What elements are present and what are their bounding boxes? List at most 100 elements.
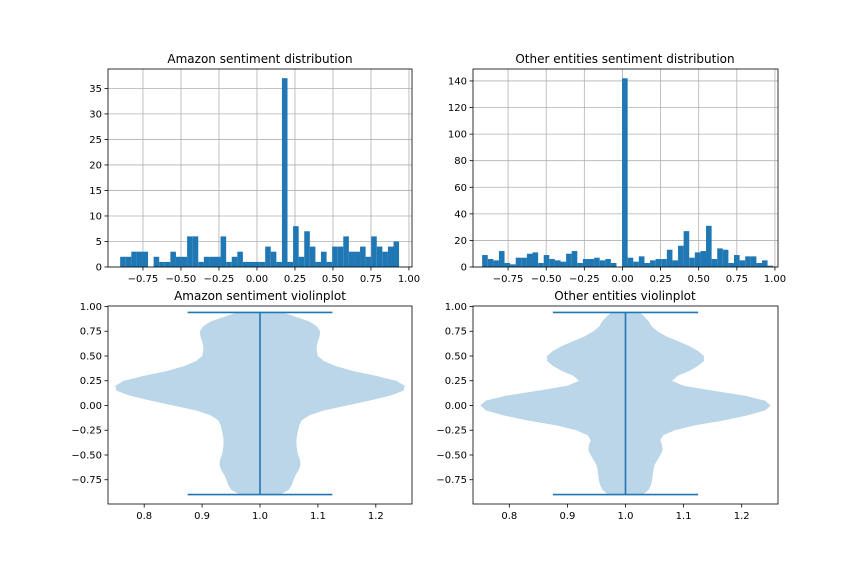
histogram-bar [159,261,165,267]
histogram-bar [214,256,221,267]
y-tick-label: 20 [454,236,467,247]
axes-frame [472,68,779,268]
histogram-bar [175,256,182,267]
y-tick-label: 0.50 [80,351,102,362]
histogram-bar [633,261,639,267]
histogram-bar [761,260,768,267]
histogram-bar [293,226,299,267]
histogram-bar [571,251,578,267]
y-tick-label: 120 [448,103,467,114]
y-tick-label: 15 [89,186,102,197]
histogram-bar [125,256,132,267]
histogram-bar [644,263,651,267]
y-tick-label: 1.00 [80,302,102,313]
y-tick-label: 100 [448,130,467,141]
histogram-bar [136,251,143,267]
histogram-bar [549,259,555,267]
histogram-bar [666,249,673,267]
histogram-bar [683,231,690,267]
x-tick-label: 0.9 [559,511,575,522]
histogram-bar [120,256,126,267]
x-tick-label: 0.25 [284,274,306,285]
x-tick-label: 0.50 [322,274,344,285]
histogram-bar [343,236,349,267]
histogram-bar [493,260,499,267]
y-tick-label: 5 [96,237,102,248]
y-tick-label: −0.50 [71,450,102,461]
histogram-bar [728,263,735,267]
y-tick-label: 0.00 [80,401,102,412]
histogram-bar [142,251,149,267]
histogram-bar [554,260,561,267]
histogram-bar [739,260,746,267]
y-tick-label: −0.25 [436,426,467,437]
amazon-histogram-panel: Amazon sentiment distribution −0.75 −0.50… [89,52,420,285]
histogram-bar [588,259,595,267]
histogram-bar [622,78,628,267]
chart-title: Other entities sentiment distribution [515,52,734,66]
histogram-bar [734,255,740,267]
histogram-bar [332,246,338,267]
y-tick-label: 40 [454,209,467,220]
other-entities-violin-panel: Other entities violinplot 0.8 0.9 1.0 1.1 1.… [436,289,779,522]
y-tick-label: 0.75 [445,327,467,338]
histogram-bar [661,259,667,267]
x-tick-label: 1.2 [368,511,384,522]
histogram-bar [538,263,544,267]
x-tick-label: 0.75 [360,274,382,285]
histogram-bar [711,259,718,267]
histogram-bar [170,251,176,267]
histogram-bar [270,251,277,267]
y-tick-label: 0.00 [445,401,467,412]
histogram-bar [756,263,762,267]
histogram-bar [337,246,344,267]
histogram-bar [543,255,550,267]
x-tick-label: 1.1 [310,511,326,522]
histogram-bar [706,225,712,267]
histogram-bar [605,259,611,267]
x-tick-label: −0.50 [166,274,197,285]
histogram-bar [226,261,232,267]
axes-frame [107,68,413,268]
y-tick-label: −0.75 [71,475,102,486]
x-tick-label: 0.75 [726,274,748,285]
histogram-bar [393,241,400,267]
histogram-bar [745,256,751,267]
histogram-bar [326,261,333,267]
x-tick-label: 0.9 [194,511,210,522]
histogram-bar [678,245,684,267]
histogram-bar [638,256,645,267]
histogram-bar [510,264,516,267]
y-tick-label: 30 [89,109,102,120]
histogram-bar [610,263,617,267]
chart-title: Amazon sentiment violinplot [174,289,346,303]
histogram-bar [650,260,656,267]
y-tick-label: −0.25 [71,426,102,437]
y-tick-label: 0 [96,263,102,274]
histogram-bar [532,252,539,267]
other-entities-histogram-panel: Other entities sentiment distribution −0… [448,52,786,285]
y-tick-label: −0.50 [436,450,467,461]
histogram-bar [265,246,271,267]
histogram-bar [382,251,388,267]
histogram-bar [131,251,137,267]
chart-title: Other entities violinplot [554,289,696,303]
histogram-bar [187,236,193,267]
x-tick-label: −0.25 [204,274,235,285]
x-tick-label: 1.0 [252,511,268,522]
y-tick-label: 80 [454,156,467,167]
y-tick-label: 0.25 [445,376,467,387]
y-tick-label: 60 [454,183,467,194]
histogram-bar [672,260,679,267]
histogram-bar [315,261,321,267]
chart-title: Amazon sentiment distribution [167,52,352,66]
histogram-bar [560,261,567,267]
histogram-bar [750,256,757,267]
x-tick-label: 1.0 [618,511,634,522]
histogram-bar [689,257,695,267]
x-tick-label: 1.2 [734,511,750,522]
x-tick-label: 1.00 [398,274,420,285]
histogram-bar [376,246,383,267]
histogram-bar [320,251,327,267]
